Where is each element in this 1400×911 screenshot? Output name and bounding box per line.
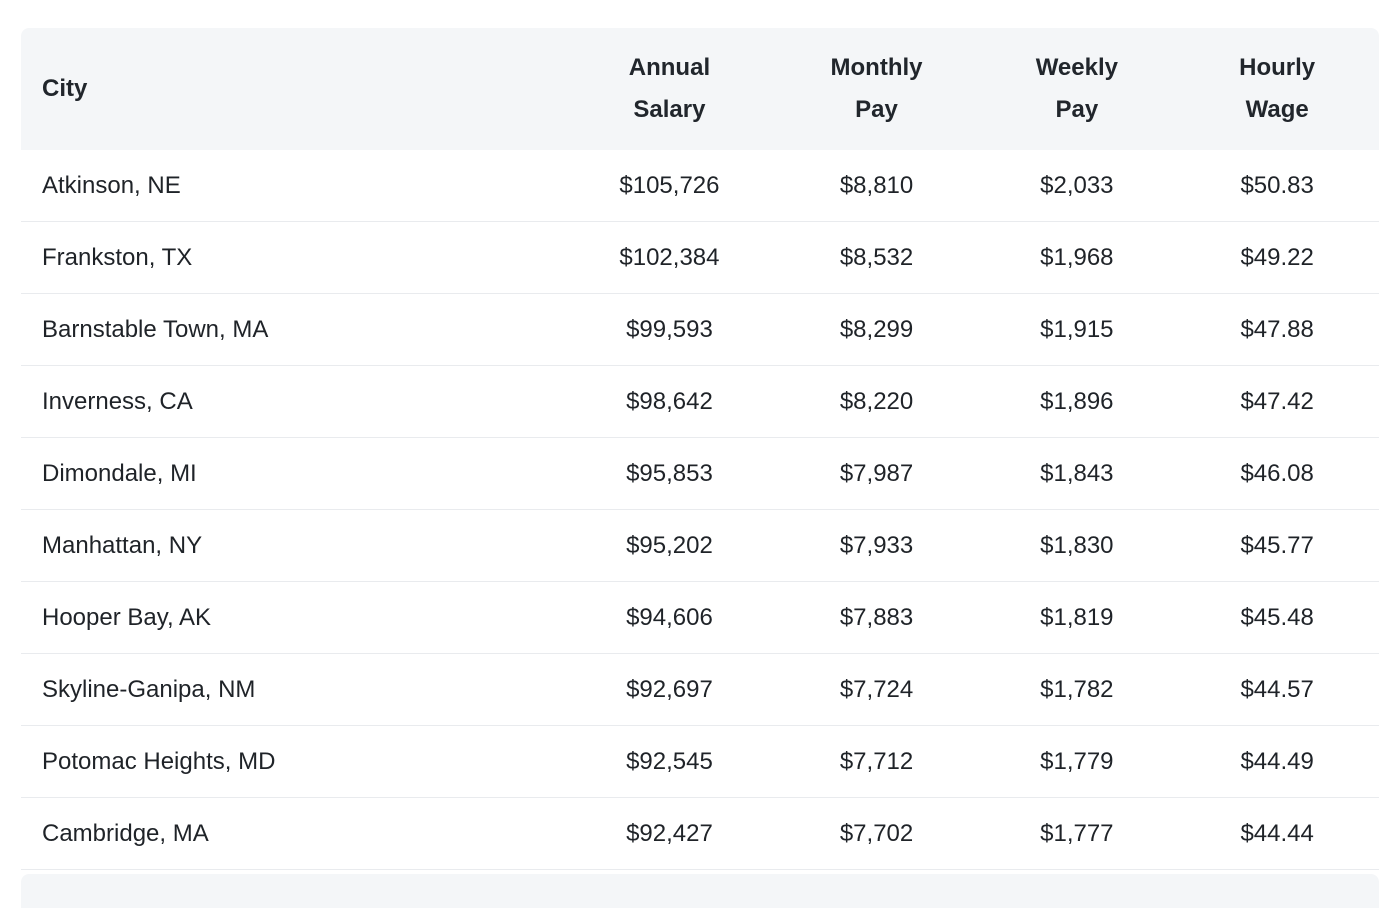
table-row: Potomac Heights, MD $92,545 $7,712 $1,77… — [21, 726, 1379, 798]
monthly-pay-cell: $7,724 — [774, 654, 979, 726]
weekly-pay-cell: $2,033 — [978, 150, 1176, 222]
monthly-pay-cell: $7,987 — [774, 438, 979, 510]
column-header-weekly-pay: Weekly Pay — [978, 28, 1176, 150]
weekly-pay-cell: $1,830 — [978, 510, 1176, 582]
annual-salary-cell: $92,427 — [564, 798, 775, 870]
annual-salary-cell: $102,384 — [564, 222, 775, 294]
monthly-pay-cell: $7,712 — [774, 726, 979, 798]
weekly-pay-cell: $1,779 — [978, 726, 1176, 798]
column-header-hourly-wage: Hourly Wage — [1175, 28, 1379, 150]
hourly-wage-cell: $47.88 — [1175, 294, 1379, 366]
table-row: Atkinson, NE $105,726 $8,810 $2,033 $50.… — [21, 150, 1379, 222]
table-row: Cambridge, MA $92,427 $7,702 $1,777 $44.… — [21, 798, 1379, 870]
monthly-pay-cell: $7,933 — [774, 510, 979, 582]
table-row: Manhattan, NY $95,202 $7,933 $1,830 $45.… — [21, 510, 1379, 582]
table-body: Atkinson, NE $105,726 $8,810 $2,033 $50.… — [21, 150, 1379, 870]
weekly-pay-cell: $1,819 — [978, 582, 1176, 654]
annual-salary-cell: $95,853 — [564, 438, 775, 510]
city-cell: Atkinson, NE — [21, 150, 565, 222]
table-row: Frankston, TX $102,384 $8,532 $1,968 $49… — [21, 222, 1379, 294]
weekly-pay-cell: $1,777 — [978, 798, 1176, 870]
annual-salary-cell: $105,726 — [564, 150, 775, 222]
hourly-wage-cell: $47.42 — [1175, 366, 1379, 438]
monthly-pay-cell: $8,299 — [774, 294, 979, 366]
annual-salary-cell: $99,593 — [564, 294, 775, 366]
table-row: Skyline-Ganipa, NM $92,697 $7,724 $1,782… — [21, 654, 1379, 726]
monthly-pay-cell: $7,883 — [774, 582, 979, 654]
hourly-wage-cell: $44.49 — [1175, 726, 1379, 798]
annual-salary-cell: $98,642 — [564, 366, 775, 438]
weekly-pay-cell: $1,782 — [978, 654, 1176, 726]
table-row: Barnstable Town, MA $99,593 $8,299 $1,91… — [21, 294, 1379, 366]
city-cell: Inverness, CA — [21, 366, 565, 438]
header-row: City Annual Salary Monthly Pay Weekly Pa… — [21, 28, 1379, 150]
hourly-wage-cell: $49.22 — [1175, 222, 1379, 294]
weekly-pay-cell: $1,915 — [978, 294, 1176, 366]
hourly-wage-cell: $44.57 — [1175, 654, 1379, 726]
city-cell: Dimondale, MI — [21, 438, 565, 510]
city-cell: Cambridge, MA — [21, 798, 565, 870]
hourly-wage-cell: $50.83 — [1175, 150, 1379, 222]
monthly-pay-cell: $7,702 — [774, 798, 979, 870]
table-row: Inverness, CA $98,642 $8,220 $1,896 $47.… — [21, 366, 1379, 438]
weekly-pay-cell: $1,843 — [978, 438, 1176, 510]
column-header-monthly-pay: Monthly Pay — [774, 28, 979, 150]
hourly-wage-cell: $44.44 — [1175, 798, 1379, 870]
hourly-wage-cell: $45.77 — [1175, 510, 1379, 582]
city-cell: Barnstable Town, MA — [21, 294, 565, 366]
next-table-header-partial — [21, 874, 1379, 908]
hourly-wage-cell: $46.08 — [1175, 438, 1379, 510]
monthly-pay-cell: $8,810 — [774, 150, 979, 222]
table-row: Dimondale, MI $95,853 $7,987 $1,843 $46.… — [21, 438, 1379, 510]
city-cell: Frankston, TX — [21, 222, 565, 294]
salary-table: City Annual Salary Monthly Pay Weekly Pa… — [21, 28, 1379, 870]
hourly-wage-cell: $45.48 — [1175, 582, 1379, 654]
column-header-annual-salary: Annual Salary — [564, 28, 775, 150]
weekly-pay-cell: $1,968 — [978, 222, 1176, 294]
city-cell: Skyline-Ganipa, NM — [21, 654, 565, 726]
annual-salary-cell: $92,697 — [564, 654, 775, 726]
city-cell: Hooper Bay, AK — [21, 582, 565, 654]
column-header-city: City — [21, 28, 565, 150]
monthly-pay-cell: $8,532 — [774, 222, 979, 294]
annual-salary-cell: $95,202 — [564, 510, 775, 582]
table-header: City Annual Salary Monthly Pay Weekly Pa… — [21, 28, 1379, 150]
city-cell: Potomac Heights, MD — [21, 726, 565, 798]
annual-salary-cell: $92,545 — [564, 726, 775, 798]
monthly-pay-cell: $8,220 — [774, 366, 979, 438]
annual-salary-cell: $94,606 — [564, 582, 775, 654]
weekly-pay-cell: $1,896 — [978, 366, 1176, 438]
city-cell: Manhattan, NY — [21, 510, 565, 582]
table-row: Hooper Bay, AK $94,606 $7,883 $1,819 $45… — [21, 582, 1379, 654]
